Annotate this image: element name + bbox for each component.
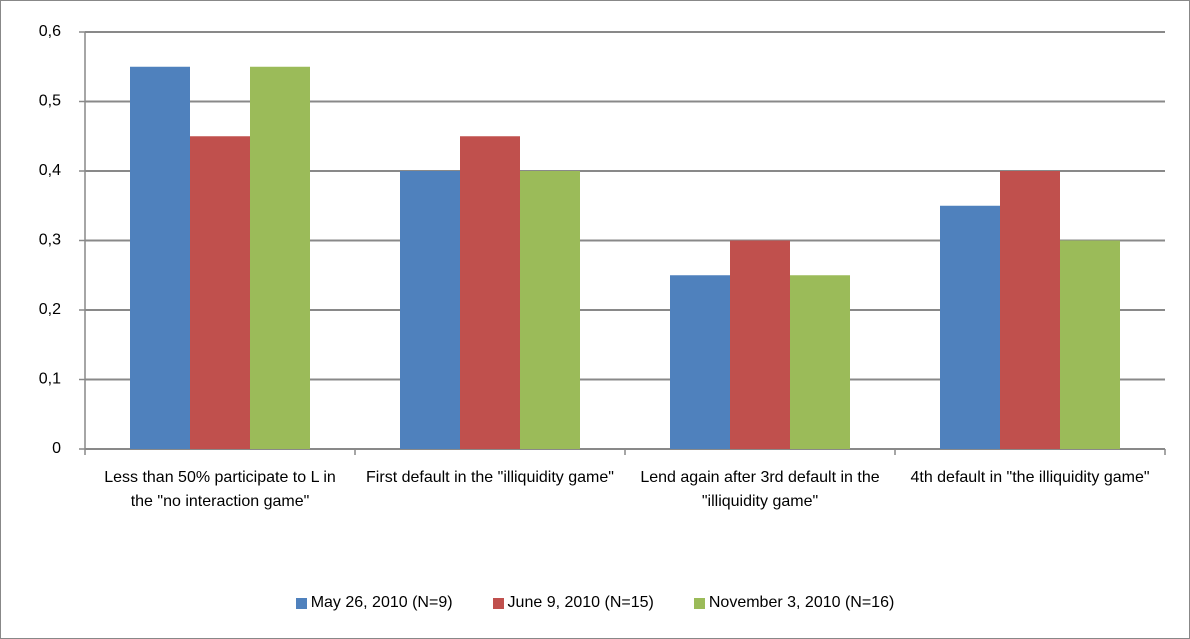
legend-item: June 9, 2010 (N=15) <box>492 594 654 612</box>
y-tick-label: 0 <box>52 440 61 457</box>
y-tick-label: 0,1 <box>39 371 61 388</box>
legend: May 26, 2010 (N=9) June 9, 2010 (N=15) Nov… <box>0 594 1190 612</box>
legend-label: May 26, 2010 (N=9) <box>310 594 453 611</box>
y-tick-label: 0,6 <box>39 23 61 40</box>
x-tick-label: 4th default in "the illiquidity game" <box>910 469 1150 486</box>
bar <box>670 275 730 449</box>
legend-label: November 3, 2010 (N=16) <box>708 594 895 611</box>
legend-swatch <box>492 597 504 609</box>
bar <box>190 136 250 449</box>
bar <box>1000 171 1060 449</box>
x-tick-label: Less than 50% participate to L in the "n… <box>104 469 336 510</box>
bar <box>790 275 850 449</box>
legend-item: May 26, 2010 (N=9) <box>295 594 453 612</box>
x-tick-label: Lend again after 3rd default in the "ill… <box>640 469 880 510</box>
bar <box>460 136 520 449</box>
bar <box>1060 240 1120 449</box>
bar <box>940 205 1000 449</box>
legend-swatch <box>295 597 307 609</box>
x-tick-label: First default in the "illiquidity game" <box>366 469 614 486</box>
y-tick-label: 0,5 <box>39 93 61 110</box>
y-tick-label: 0,2 <box>39 301 61 318</box>
y-tick-label: 0,4 <box>39 162 61 179</box>
bar <box>400 171 460 449</box>
legend-item: November 3, 2010 (N=16) <box>693 594 895 612</box>
bar <box>130 66 190 449</box>
legend-label: June 9, 2010 (N=15) <box>507 594 654 611</box>
bar <box>250 66 310 449</box>
bar <box>730 240 790 449</box>
bar <box>520 171 580 449</box>
y-tick-label: 0,3 <box>39 232 61 249</box>
legend-swatch <box>693 597 705 609</box>
